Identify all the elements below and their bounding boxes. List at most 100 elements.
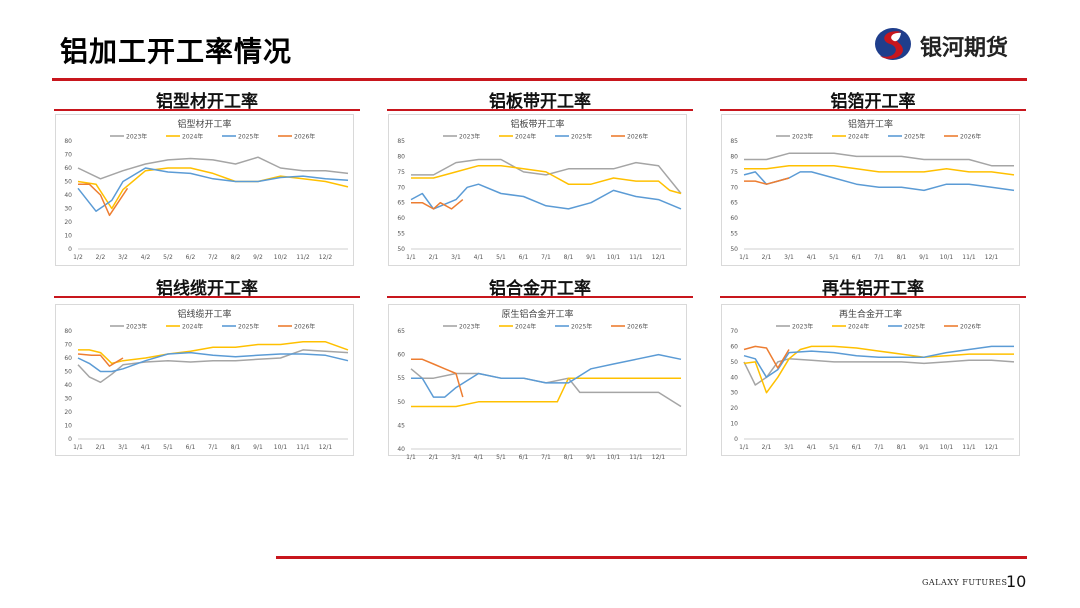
y-tick-label: 60 bbox=[397, 352, 405, 359]
y-tick-label: 0 bbox=[68, 436, 72, 443]
x-tick-label: 9/1 bbox=[919, 444, 929, 451]
chart-profile: 铝型材开工率 2023年 2024年 2025年 2026年 0 10 20 30 40 50 60 7… bbox=[55, 114, 354, 266]
y-tick-label: 30 bbox=[64, 396, 72, 403]
x-tick-label: 2/2 bbox=[96, 254, 106, 261]
legend-label: 2024年 bbox=[515, 323, 536, 331]
y-tick-label: 60 bbox=[730, 215, 738, 222]
legend-label: 2025年 bbox=[571, 323, 592, 331]
chart-cable-svg: 铝线缆开工率 2023年 2024年 2025年 2026年 0 10 20 30 40 50 60 7… bbox=[64, 308, 349, 451]
series-line-2024年 bbox=[411, 377, 681, 408]
x-tick-label: 1/1 bbox=[739, 444, 749, 451]
x-tick-label: 12/1 bbox=[319, 444, 333, 451]
series-line-2025年 bbox=[77, 167, 349, 212]
legend-label: 2023年 bbox=[126, 323, 147, 331]
x-tick-label: 8/1 bbox=[564, 254, 574, 261]
x-tick-label: 3/1 bbox=[451, 454, 461, 461]
y-tick-label: 30 bbox=[730, 390, 738, 397]
legend-label: 2026年 bbox=[294, 133, 315, 141]
x-tick-label: 9/1 bbox=[919, 254, 929, 261]
chart-sheet-svg: 铝板带开工率 2023年 2024年 2025年 2026年 50 55 60 65 70 75 80… bbox=[397, 118, 682, 261]
y-tick-label: 70 bbox=[730, 184, 738, 191]
chart-title: 铝箔开工率 bbox=[848, 118, 893, 130]
x-tick-label: 8/1 bbox=[564, 454, 574, 461]
y-tick-label: 10 bbox=[64, 423, 72, 430]
chart-recycled-svg: 再生合金开工率 2023年 2024年 2025年 2026年 0 10 20 30 40 50 60… bbox=[730, 308, 1015, 451]
chart-sheet: 铝板带开工率 2023年 2024年 2025年 2026年 50 55 60 65 70 75 80… bbox=[388, 114, 687, 266]
panel-title-alloy: 铝合金开工率 bbox=[489, 279, 591, 299]
x-tick-label: 9/1 bbox=[586, 254, 596, 261]
legend-label: 2023年 bbox=[792, 323, 813, 331]
chart-title: 铝型材开工率 bbox=[177, 118, 231, 130]
x-tick-label: 1/1 bbox=[406, 254, 416, 261]
legend-label: 2023年 bbox=[792, 133, 813, 141]
x-tick-label: 2/1 bbox=[429, 454, 439, 461]
x-tick-label: 12/1 bbox=[652, 254, 666, 261]
x-tick-label: 3/1 bbox=[118, 444, 128, 451]
y-tick-label: 10 bbox=[64, 233, 72, 240]
x-tick-label: 6/1 bbox=[519, 454, 529, 461]
x-tick-label: 10/1 bbox=[940, 254, 954, 261]
x-tick-label: 6/1 bbox=[186, 444, 196, 451]
series-line-2026年 bbox=[743, 345, 790, 369]
title-divider bbox=[52, 78, 1027, 81]
series-line-2025年 bbox=[411, 353, 682, 398]
series-line-2024年 bbox=[78, 341, 349, 365]
x-tick-label: 4/1 bbox=[807, 444, 817, 451]
x-tick-label: 3/2 bbox=[118, 254, 128, 261]
y-tick-label: 50 bbox=[397, 246, 405, 253]
series-line-2026年 bbox=[744, 177, 790, 185]
x-tick-label: 8/1 bbox=[897, 254, 907, 261]
y-tick-label: 20 bbox=[64, 409, 72, 416]
chart-foil: 铝箔开工率 2023年 2024年 2025年 2026年 50 55 60 65 70 75 80 8… bbox=[721, 114, 1020, 266]
y-tick-label: 70 bbox=[397, 184, 405, 191]
x-tick-label: 6/1 bbox=[852, 254, 862, 261]
legend-label: 2024年 bbox=[182, 133, 203, 141]
x-tick-label: 3/1 bbox=[784, 444, 794, 451]
x-tick-label: 6/2 bbox=[186, 254, 196, 261]
legend-label: 2026年 bbox=[960, 133, 981, 141]
legend-label: 2025年 bbox=[571, 133, 592, 141]
y-tick-label: 55 bbox=[397, 231, 405, 238]
y-tick-label: 70 bbox=[64, 342, 72, 349]
legend-label: 2026年 bbox=[294, 323, 315, 331]
panel-divider bbox=[54, 296, 360, 298]
series-line-2026年 bbox=[77, 353, 124, 367]
panel-title-recycled: 再生铝开工率 bbox=[822, 279, 924, 299]
x-tick-label: 9/2 bbox=[253, 254, 263, 261]
chart-title: 铝线缆开工率 bbox=[177, 308, 231, 320]
legend-label: 2024年 bbox=[848, 323, 869, 331]
x-tick-label: 11/1 bbox=[629, 254, 643, 261]
series-line-2024年 bbox=[744, 164, 1015, 176]
series-line-2023年 bbox=[744, 152, 1014, 167]
x-tick-label: 6/1 bbox=[519, 254, 529, 261]
chart-title: 原生铝合金开工率 bbox=[501, 308, 573, 320]
legend-label: 2024年 bbox=[848, 133, 869, 141]
x-tick-label: 4/2 bbox=[141, 254, 151, 261]
y-tick-label: 65 bbox=[397, 200, 405, 207]
y-tick-label: 60 bbox=[64, 355, 72, 362]
panel-divider bbox=[720, 296, 1026, 298]
chart-alloy: 原生铝合金开工率 2023年 2024年 2025年 2026年 40 45 50 55 60 65… bbox=[388, 304, 687, 461]
series-line-2025年 bbox=[77, 351, 349, 373]
y-tick-label: 60 bbox=[730, 343, 738, 350]
legend-label: 2025年 bbox=[238, 323, 259, 331]
x-tick-label: 4/1 bbox=[474, 454, 484, 461]
x-tick-label: 7/1 bbox=[541, 454, 551, 461]
y-tick-label: 80 bbox=[730, 153, 738, 160]
x-tick-label: 5/1 bbox=[496, 454, 506, 461]
chart-foil-svg: 铝箔开工率 2023年 2024年 2025年 2026年 50 55 60 65 70 75 80 8… bbox=[730, 118, 1015, 261]
series-line-2025年 bbox=[410, 183, 682, 210]
panel-divider bbox=[720, 109, 1026, 111]
chart-cable: 铝线缆开工率 2023年 2024年 2025年 2026年 0 10 20 30 40 50 60 7… bbox=[55, 304, 354, 456]
panel-title-profile: 铝型材开工率 bbox=[156, 92, 258, 112]
x-tick-label: 7/2 bbox=[208, 254, 218, 261]
x-tick-label: 1/2 bbox=[73, 254, 83, 261]
x-tick-label: 8/1 bbox=[231, 444, 241, 451]
x-tick-label: 1/1 bbox=[739, 254, 749, 261]
legend-label: 2024年 bbox=[515, 133, 536, 141]
panel-title-foil: 铝箔开工率 bbox=[830, 92, 916, 112]
series-line-2024年 bbox=[77, 167, 349, 210]
x-tick-label: 11/1 bbox=[962, 254, 976, 261]
brand-name: 银河期货 bbox=[920, 36, 1009, 61]
y-tick-label: 0 bbox=[734, 436, 738, 443]
